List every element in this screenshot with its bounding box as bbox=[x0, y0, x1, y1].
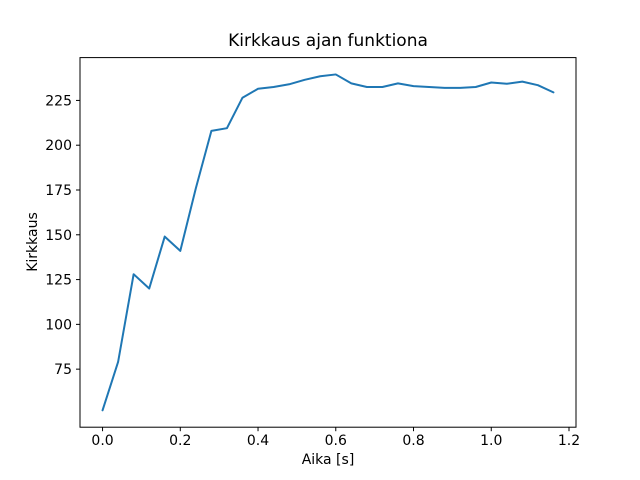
y-tick-label: 75 bbox=[54, 362, 72, 378]
y-tick-label: 150 bbox=[45, 228, 72, 244]
chart-title: Kirkkaus ajan funktiona bbox=[228, 31, 428, 51]
axes-frame bbox=[79, 57, 577, 428]
x-tick-label: 0.6 bbox=[325, 433, 347, 449]
data-line bbox=[101, 73, 555, 412]
y-tick-label: 100 bbox=[45, 317, 72, 333]
x-axis-label: Aika [s] bbox=[301, 452, 355, 468]
y-tick-label: 200 bbox=[45, 138, 72, 154]
x-tick-label: 0.4 bbox=[247, 433, 269, 449]
y-tick-label: 225 bbox=[45, 93, 72, 109]
y-axis-label-text: Kirkkaus bbox=[25, 212, 41, 272]
x-tick-label: 1.2 bbox=[558, 433, 580, 449]
y-tick-label: 125 bbox=[45, 273, 72, 289]
y-tick-label: 175 bbox=[45, 183, 72, 199]
x-tick-label: 0.8 bbox=[402, 433, 424, 449]
x-tick-label: 1.0 bbox=[480, 433, 502, 449]
x-tick-label: 0.0 bbox=[91, 433, 113, 449]
x-tick-label: 0.2 bbox=[169, 433, 191, 449]
